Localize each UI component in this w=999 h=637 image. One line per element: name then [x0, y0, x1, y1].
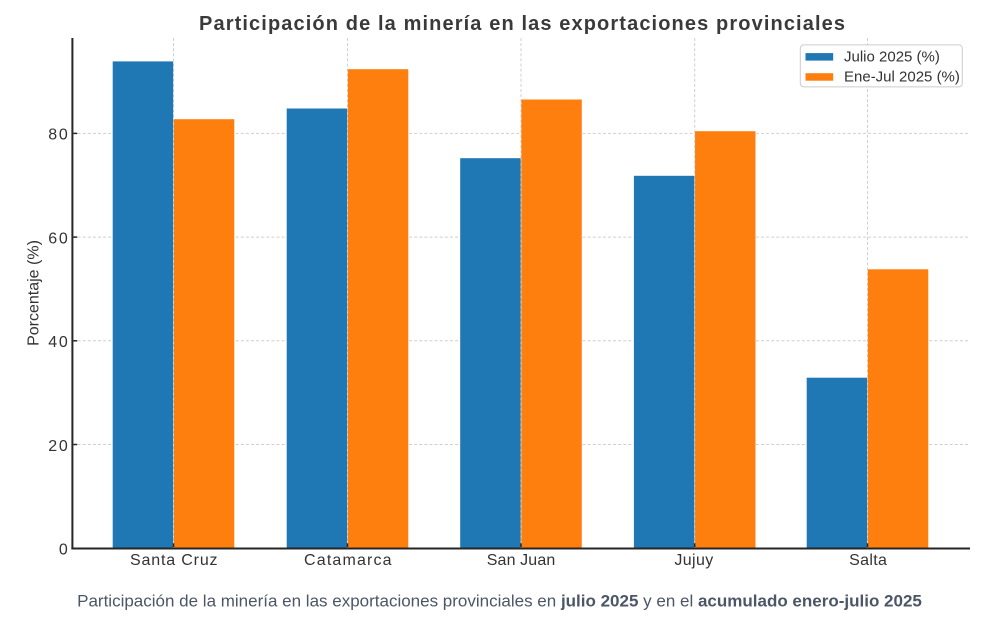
svg-text:Jujuy: Jujuy — [674, 552, 713, 569]
svg-text:Santa Cruz: Santa Cruz — [130, 552, 218, 569]
svg-text:Ene-Jul 2025 (%): Ene-Jul 2025 (%) — [844, 68, 960, 85]
svg-text:Participación de la minería en: Participación de la minería en las expor… — [77, 592, 922, 611]
svg-text:20: 20 — [48, 438, 68, 455]
svg-text:0: 0 — [59, 541, 68, 558]
svg-text:Catamarca: Catamarca — [304, 552, 392, 569]
svg-text:80: 80 — [48, 127, 68, 144]
svg-text:Porcentaje (%): Porcentaje (%) — [26, 240, 43, 346]
svg-text:40: 40 — [48, 334, 68, 351]
svg-text:San Juan: San Juan — [487, 552, 556, 569]
svg-text:Julio 2025 (%): Julio 2025 (%) — [844, 48, 940, 65]
svg-text:Salta: Salta — [849, 552, 887, 569]
svg-text:Participación de la minería en: Participación de la minería en las expor… — [199, 13, 845, 35]
svg-text:60: 60 — [48, 230, 68, 247]
